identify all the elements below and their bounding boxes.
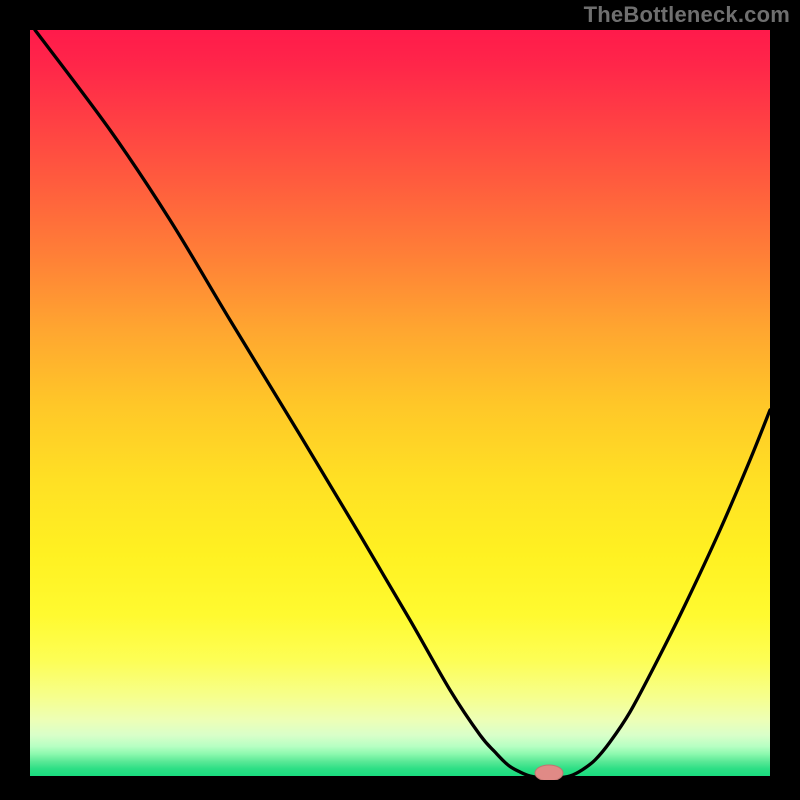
attribution-watermark: TheBottleneck.com [584, 2, 790, 28]
bottleneck-curve-chart [30, 30, 770, 780]
plot-area [30, 30, 770, 780]
chart-frame: TheBottleneck.com [0, 0, 800, 800]
optimum-marker [535, 765, 563, 780]
gradient-background [30, 30, 770, 780]
